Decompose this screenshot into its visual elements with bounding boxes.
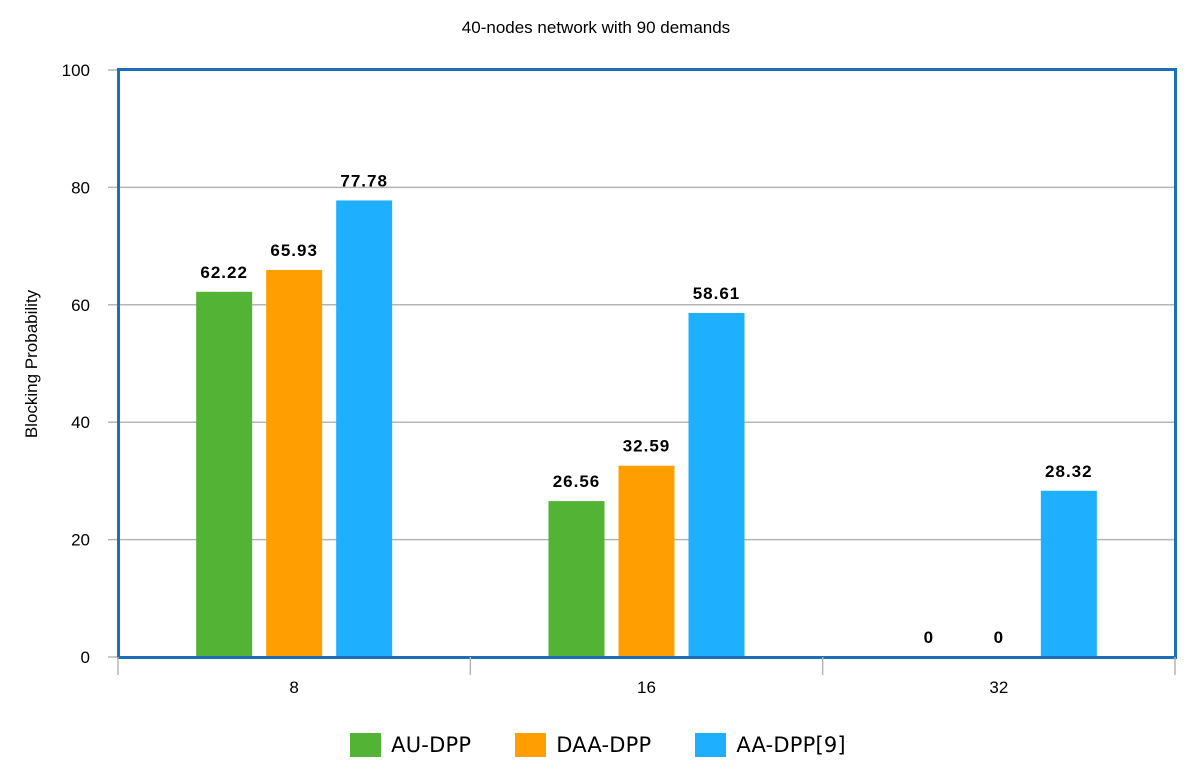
legend-item-aa-dpp-9[interactable]: AA-DPP[9]	[695, 733, 846, 757]
data-label: 0	[994, 628, 1004, 647]
bar	[266, 269, 323, 657]
bar	[1040, 490, 1097, 657]
data-label: 62.22	[200, 263, 248, 282]
y-tick-label: 40	[71, 413, 90, 432]
legend: AU-DPP DAA-DPP AA-DPP[9]	[0, 728, 1196, 762]
plot-frame	[117, 68, 1177, 659]
y-axis-ticks: 0 20 40 60 80 100	[62, 61, 90, 667]
x-tick-label: 32	[989, 678, 1008, 697]
y-tick-label: 80	[71, 178, 90, 197]
data-label: 77.78	[340, 171, 388, 190]
legend-item-daa-dpp[interactable]: DAA-DPP	[515, 733, 651, 757]
y-tick-label: 60	[71, 296, 90, 315]
data-label: 26.56	[553, 472, 601, 491]
y-tick-label: 100	[62, 61, 90, 80]
legend-label: AA-DPP[9]	[736, 733, 846, 757]
legend-swatch	[515, 733, 547, 757]
x-axis: 8 16 32	[117, 657, 1176, 697]
bars	[196, 200, 1097, 657]
data-label: 32.59	[623, 437, 671, 456]
bar	[196, 291, 253, 657]
bar	[548, 501, 605, 657]
legend-swatch	[695, 733, 727, 757]
bar	[618, 465, 675, 657]
y-tick-label: 0	[81, 648, 90, 667]
value-labels: 62.22 65.93 77.78 26.56 32.59 58.61 0 0 28.32	[200, 171, 1093, 647]
data-label: 0	[924, 628, 934, 647]
y-axis-label: Blocking Probability	[22, 289, 41, 438]
data-label: 28.32	[1045, 462, 1093, 481]
legend-label: AU-DPP	[391, 733, 472, 757]
data-label: 65.93	[270, 241, 318, 260]
legend-swatch	[350, 733, 382, 757]
x-tick-label: 8	[289, 678, 298, 697]
bar	[336, 200, 393, 657]
legend-label: DAA-DPP	[556, 733, 652, 757]
x-tick-label: 16	[637, 678, 656, 697]
data-label: 58.61	[693, 284, 741, 303]
bar	[688, 312, 745, 657]
chart-title: 40-nodes network with 90 demands	[462, 18, 730, 37]
y-tick-label: 20	[71, 531, 90, 550]
legend-item-au-dpp[interactable]: AU-DPP	[350, 733, 471, 757]
